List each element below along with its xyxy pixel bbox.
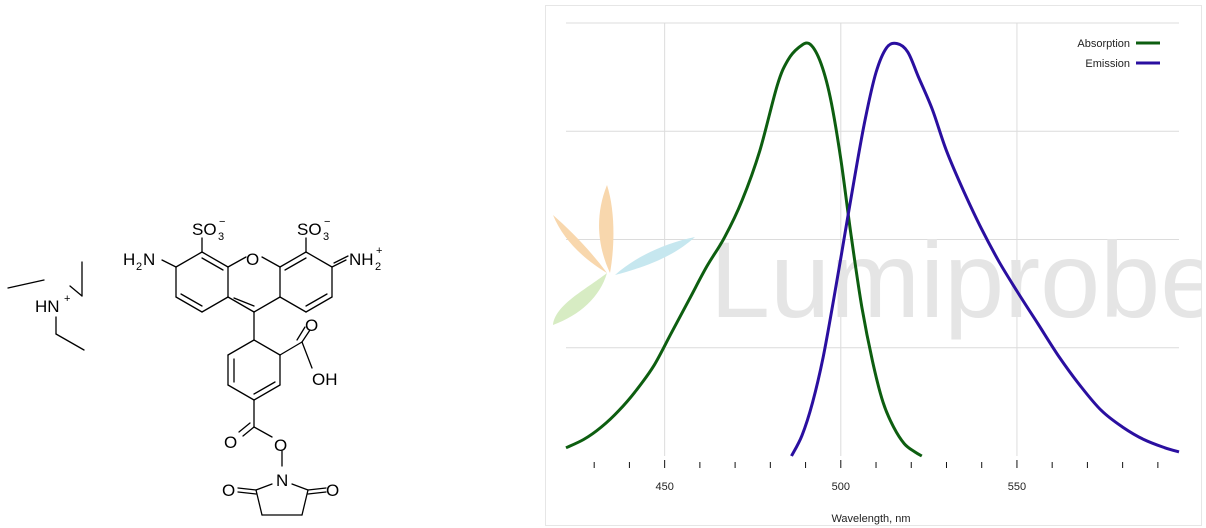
so3-left-charge: − [219, 216, 225, 228]
x-axis-title: Wavelength, nm [831, 513, 910, 525]
so3-right-label: SO [297, 220, 322, 239]
so3-left-label: SO [192, 220, 217, 239]
watermark-logo-green-petal [553, 273, 607, 325]
nh2-label: NH [349, 250, 374, 269]
watermark-logo-blue-petal [615, 237, 695, 275]
imide-o-left-label: O [222, 481, 235, 500]
so3-right-charge: − [324, 216, 330, 228]
nh2-charge: + [376, 245, 382, 257]
sulfonate-left: SO 3 − [192, 216, 225, 243]
hn-charge: + [64, 293, 70, 305]
x-axis: 450 500 550 [593, 460, 1159, 493]
series-line-emission [790, 41, 1180, 457]
amino-left: H 2 N [123, 250, 155, 273]
spectrum-chart: Lumiprobe 450 500 550 Wavelength, nm Absor… [545, 5, 1202, 526]
molecular-structure: HN + O SO [7, 216, 382, 516]
lumiprobe-watermark: Lumiprobe [553, 185, 1202, 340]
xanthene-core: O [161, 237, 349, 341]
ester-carbonyl-o-label: O [224, 433, 237, 452]
succinimide: N O O [222, 471, 339, 516]
x-tick-label: 550 [1008, 481, 1026, 493]
ring-oxygen-label: O [246, 250, 259, 269]
h2n-subscript: 2 [136, 261, 142, 273]
ester-o-label: O [274, 436, 287, 455]
watermark-logo-orange-petal [599, 185, 614, 273]
legend-label-emission: Emission [1085, 58, 1130, 70]
iminium-right: NH 2 + [349, 245, 382, 273]
series-line-absorption [565, 41, 923, 458]
sulfonate-right: SO 3 − [297, 216, 330, 243]
h2n-h-label: H [123, 250, 135, 269]
watermark-logo-orange-petal-2 [553, 215, 607, 273]
grid [566, 22, 1179, 456]
acid-carbonyl-o-label: O [305, 316, 318, 335]
nh2-subscript: 2 [375, 261, 381, 273]
so3-right-subscript: 3 [323, 231, 329, 243]
acid-oh-label: OH [312, 370, 338, 389]
watermark-text: Lumiprobe [710, 219, 1202, 340]
legend-label-absorption: Absorption [1077, 38, 1130, 50]
imide-n-label: N [276, 471, 288, 490]
x-tick-label: 500 [832, 481, 850, 493]
benzoic-ring: O OH O O [224, 316, 338, 467]
hn-label: HN [35, 297, 60, 316]
h2n-n-label: N [143, 250, 155, 269]
imide-o-right-label: O [326, 481, 339, 500]
triethylammonium: HN + [7, 261, 85, 351]
legend: Absorption Emission [1077, 38, 1160, 70]
chart-panel [545, 5, 1202, 526]
series [565, 41, 1180, 458]
x-tick-label: 450 [655, 481, 673, 493]
so3-left-subscript: 3 [218, 231, 224, 243]
